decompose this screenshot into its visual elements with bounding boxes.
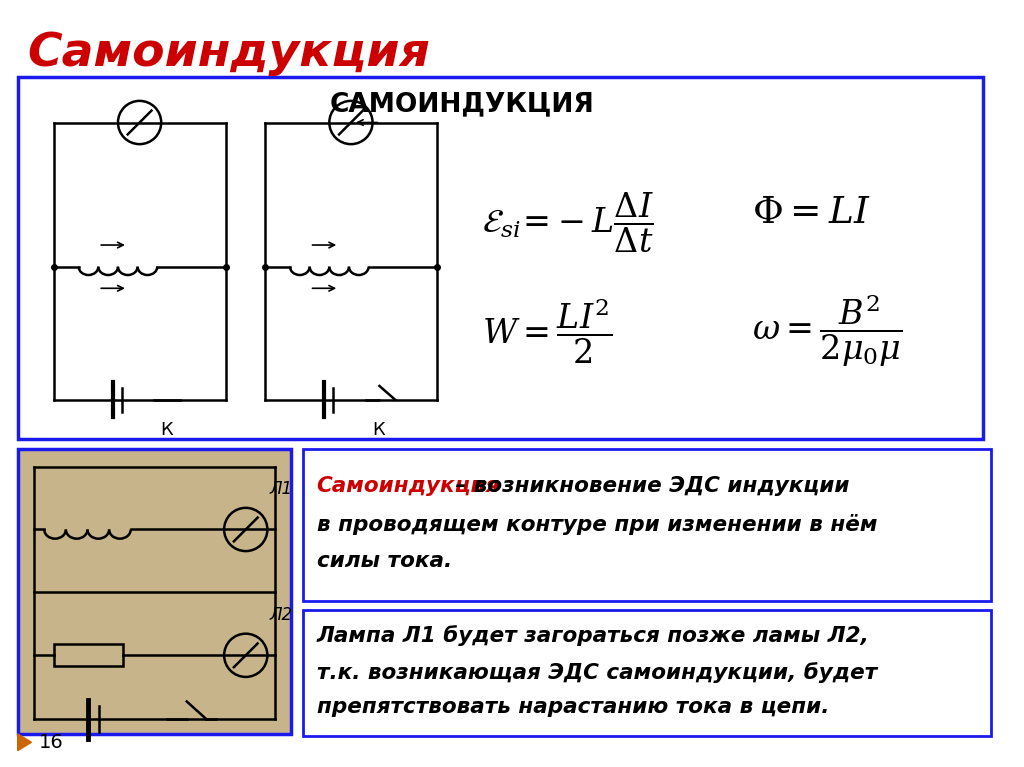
Text: $\Phi = LI$: $\Phi = LI$ — [752, 195, 870, 231]
Bar — [54, 644, 123, 666]
Text: Самоиндукция: Самоиндукция — [28, 31, 430, 76]
Text: препятствовать нарастанию тока в цепи.: препятствовать нарастанию тока в цепи. — [316, 696, 828, 716]
FancyBboxPatch shape — [17, 449, 291, 734]
Text: К: К — [161, 421, 173, 439]
Text: САМОИНДУКЦИЯ: САМОИНДУКЦИЯ — [330, 92, 594, 118]
Text: в проводящем контуре при изменении в нём: в проводящем контуре при изменении в нём — [316, 514, 877, 535]
FancyBboxPatch shape — [17, 77, 983, 439]
Text: т.к. возникающая ЭДС самоиндукции, будет: т.к. возникающая ЭДС самоиндукции, будет — [316, 662, 877, 683]
Text: $W=\dfrac{LI^{2}}{2}$: $W=\dfrac{LI^{2}}{2}$ — [481, 296, 612, 366]
Text: 16: 16 — [39, 733, 65, 752]
Text: $\mathcal{E}_{si}\!=\!-L\dfrac{\Delta I}{\Delta t}$: $\mathcal{E}_{si}\!=\!-L\dfrac{\Delta I}… — [481, 190, 653, 255]
Text: – возникновение ЭДС индукции: – возникновение ЭДС индукции — [449, 476, 850, 496]
Text: Самоиндукция: Самоиндукция — [316, 476, 500, 496]
Text: Л2: Л2 — [269, 606, 293, 624]
Text: Лампа Л1 будет загораться позже ламы Л2,: Лампа Л1 будет загораться позже ламы Л2, — [316, 625, 869, 646]
Text: $\omega=\dfrac{B^{2}}{2\mu_{0}\mu}$: $\omega=\dfrac{B^{2}}{2\mu_{0}\mu}$ — [752, 293, 902, 369]
Polygon shape — [17, 734, 32, 751]
Text: Л1: Л1 — [269, 480, 293, 499]
Text: К: К — [372, 421, 385, 439]
FancyBboxPatch shape — [303, 610, 991, 736]
Text: силы тока.: силы тока. — [316, 551, 452, 571]
FancyBboxPatch shape — [303, 449, 991, 601]
